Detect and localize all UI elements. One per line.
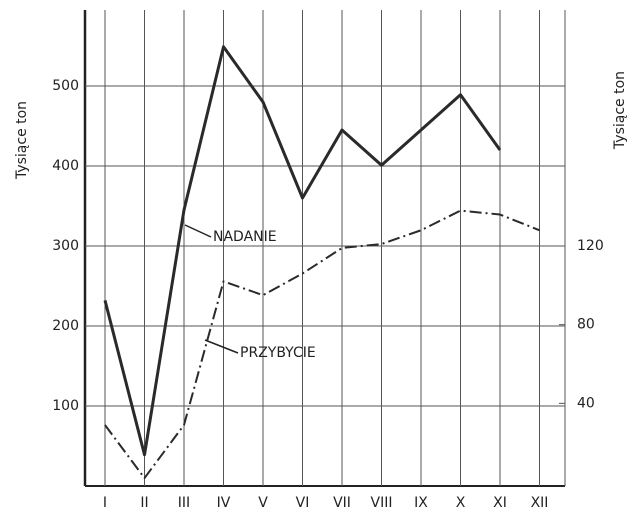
y-tick-label: 200 xyxy=(52,318,79,334)
x-tick-label: II xyxy=(140,495,148,511)
x-tick-label: XII xyxy=(531,495,549,511)
x-tick-label: III xyxy=(178,495,190,511)
x-tick-label: VII xyxy=(333,495,351,511)
label-leader xyxy=(184,224,212,238)
x-tick-label: VI xyxy=(296,495,310,511)
y-tick-label: 500 xyxy=(52,78,79,94)
y-tick-label: 100 xyxy=(52,398,79,414)
y-tick-label: 400 xyxy=(52,158,79,174)
y-tick-label: 300 xyxy=(52,238,79,254)
y-axis-label: Tysiące ton xyxy=(14,101,30,180)
x-tick-label: IX xyxy=(414,495,428,511)
x-tick-label: VIII xyxy=(371,495,393,511)
series-label: NADANIE xyxy=(213,229,277,245)
y2-tick-label: 120 xyxy=(577,238,604,254)
x-tick-label: V xyxy=(258,495,268,511)
y2-axis-label: Tysiące ton xyxy=(612,71,628,150)
x-tick-label: XI xyxy=(493,495,507,511)
x-tick-label: I xyxy=(103,495,107,511)
x-tick-label: IV xyxy=(217,495,231,511)
x-tick-label: X xyxy=(456,495,466,511)
y2-tick-label: 40 xyxy=(577,395,595,411)
series-line xyxy=(104,209,540,480)
series-line xyxy=(103,45,502,457)
y2-tick-label: 80 xyxy=(577,317,595,333)
label-leader xyxy=(204,339,239,354)
series-label: PRZYBYCIE xyxy=(240,345,316,361)
